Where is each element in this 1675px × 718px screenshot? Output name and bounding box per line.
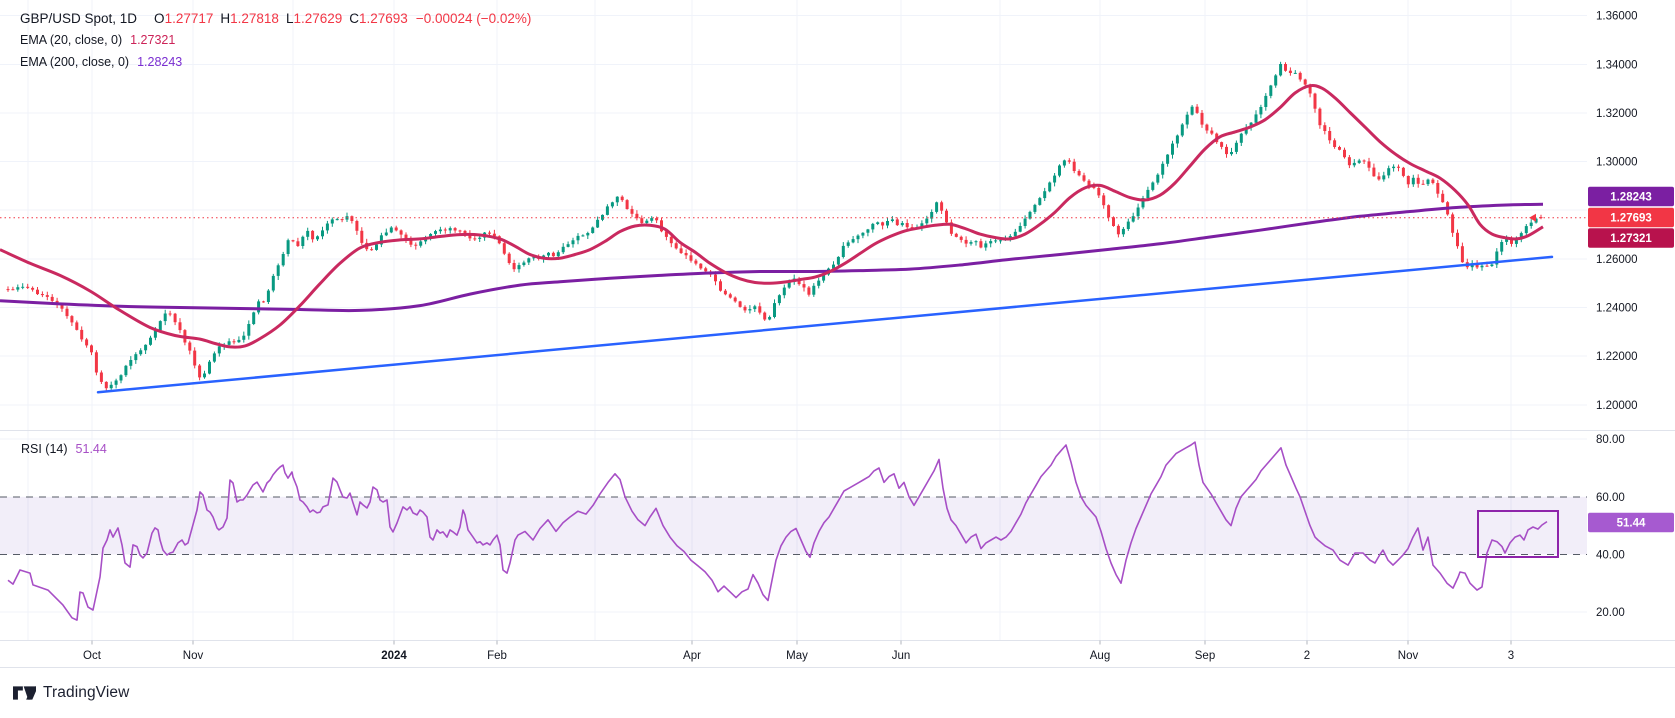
ohlc-number: 1.27629 <box>293 11 343 26</box>
rsi-line[interactable] <box>7 441 1548 621</box>
rsi-value: 51.44 <box>75 442 107 456</box>
svg-text:Nov: Nov <box>183 650 204 662</box>
ema20-line[interactable] <box>0 83 1544 349</box>
time-axis[interactable]: Oct Nov 2024 Feb Apr May Jun Aug Sep 2 Nov 3 <box>83 640 1514 663</box>
svg-text:1.32000: 1.32000 <box>1596 108 1638 120</box>
svg-text:Aug: Aug <box>1090 650 1110 662</box>
svg-text:60.00: 60.00 <box>1596 492 1625 504</box>
price-axis[interactable]: 1.36000 1.34000 1.32000 1.30000 1.26000 1.240… <box>1588 11 1674 619</box>
svg-text:Jun: Jun <box>892 650 911 662</box>
ema200-line[interactable] <box>0 202 1544 313</box>
rsi-legend-row[interactable]: RSI (14) 51.44 <box>21 442 107 456</box>
candlestick-series <box>6 61 1543 392</box>
ema200-legend-row[interactable]: EMA (200, close, 0) 1.28243 <box>20 51 531 73</box>
svg-text:1.24000: 1.24000 <box>1596 303 1638 315</box>
svg-text:1.28243: 1.28243 <box>1610 192 1652 204</box>
symbol-legend-row[interactable]: GBP/USD Spot, 1D O1.27717 H1.27818 L1.2762… <box>20 8 531 29</box>
ohlc-values: O1.27717 H1.27818 L1.27629 C1.27693 <box>147 8 408 29</box>
ema200-value: 1.28243 <box>137 55 183 69</box>
svg-text:1.30000: 1.30000 <box>1596 157 1638 169</box>
svg-text:2024: 2024 <box>381 650 407 662</box>
svg-text:Apr: Apr <box>683 650 701 662</box>
tradingview-logo-text: TradingView <box>43 684 130 701</box>
ohlc-letter: O <box>154 11 165 26</box>
svg-text:1.22000: 1.22000 <box>1596 351 1638 363</box>
svg-text:1.27321: 1.27321 <box>1610 233 1652 245</box>
ema200-label: EMA (200, close, 0) <box>20 55 130 69</box>
ema20-label: EMA (20, close, 0) <box>20 33 123 47</box>
ohlc-number: 1.27717 <box>164 11 214 26</box>
ohlc-number: 1.27693 <box>359 11 408 26</box>
svg-text:1.27693: 1.27693 <box>1610 213 1652 225</box>
pane-separators <box>0 430 1675 668</box>
ohlc-number: 1.27818 <box>230 11 279 26</box>
tradingview-logo-link[interactable]: TradingView <box>13 684 129 702</box>
svg-text:2: 2 <box>1304 650 1310 662</box>
svg-text:Sep: Sep <box>1195 650 1215 662</box>
svg-text:May: May <box>786 650 808 662</box>
svg-text:80.00: 80.00 <box>1596 434 1625 446</box>
svg-text:20.00: 20.00 <box>1596 607 1625 619</box>
svg-text:1.26000: 1.26000 <box>1596 254 1638 266</box>
svg-text:1.34000: 1.34000 <box>1596 59 1638 71</box>
rsi-band <box>0 496 1587 555</box>
svg-text:3: 3 <box>1508 650 1514 662</box>
symbol-title: GBP/USD Spot, 1D <box>20 11 138 26</box>
svg-text:Nov: Nov <box>1398 650 1419 662</box>
rsi-value-badge: 51.44 <box>1588 512 1674 533</box>
svg-text:1.20000: 1.20000 <box>1596 400 1638 412</box>
ohlc-letter: C <box>349 11 360 26</box>
ohlc-letter: L <box>285 11 294 26</box>
svg-text:51.44: 51.44 <box>1617 518 1646 530</box>
ema20-legend-row[interactable]: EMA (20, close, 0) 1.27321 <box>20 29 531 51</box>
ema200-price-badge: 1.28243 <box>1588 186 1674 207</box>
change-value: −0.00024 (−0.02%) <box>415 11 532 26</box>
legend: GBP/USD Spot, 1D O1.27717 H1.27818 L1.2762… <box>20 8 531 73</box>
svg-text:40.00: 40.00 <box>1596 549 1625 561</box>
ema20-value: 1.27321 <box>130 33 176 47</box>
rsi-highlight-box[interactable] <box>1477 510 1559 558</box>
trendline[interactable] <box>96 255 1554 394</box>
tradingview-logo-icon <box>13 686 36 700</box>
ema20-price-badge: 1.27321 <box>1588 228 1674 248</box>
ohlc-letter: H <box>220 11 231 26</box>
rsi-label: RSI (14) <box>21 442 68 456</box>
grid-lines <box>0 0 1587 640</box>
svg-text:Feb: Feb <box>487 650 507 662</box>
svg-text:Oct: Oct <box>83 650 102 662</box>
last-price-marker <box>1529 213 1536 222</box>
svg-text:1.36000: 1.36000 <box>1596 11 1638 23</box>
last-price-badge: 1.27693 <box>1588 207 1674 228</box>
